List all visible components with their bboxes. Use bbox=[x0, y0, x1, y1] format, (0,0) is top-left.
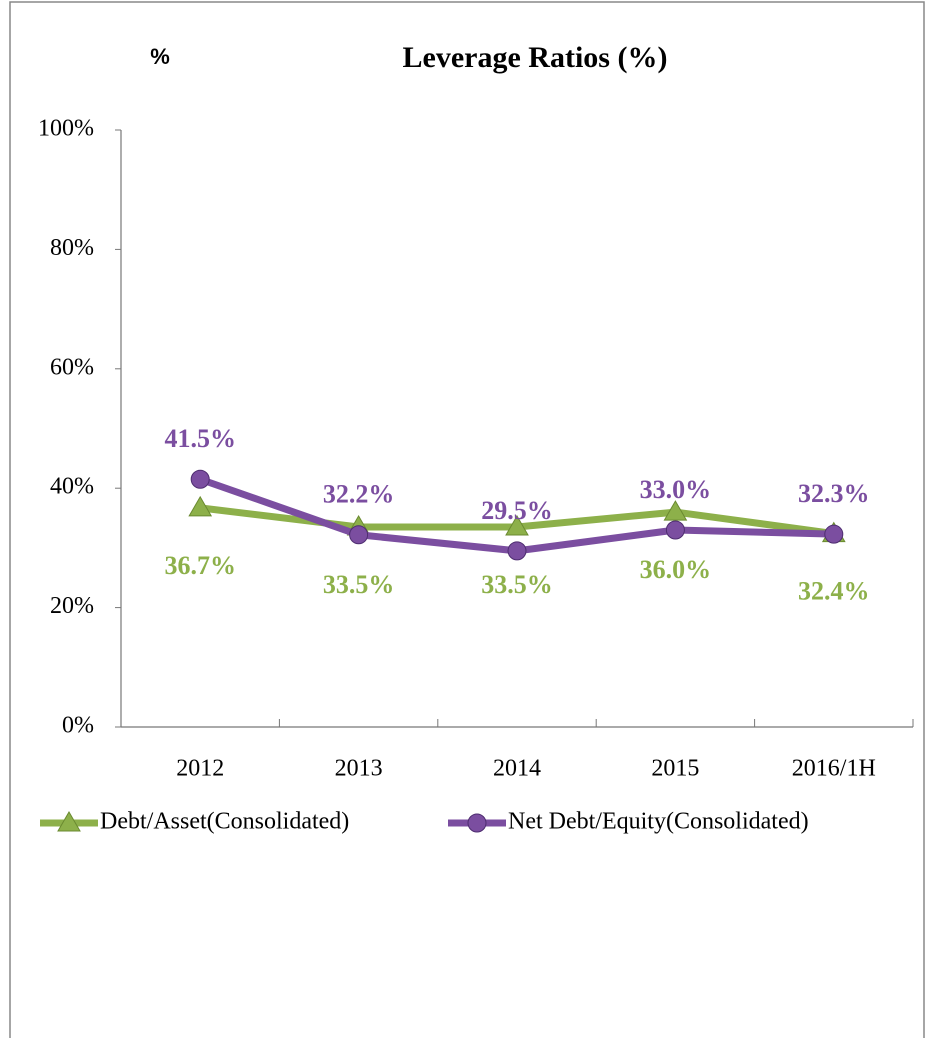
data-label: 41.5% bbox=[164, 424, 236, 453]
y-tick-label: 20% bbox=[50, 593, 94, 619]
data-label: 33.5% bbox=[323, 570, 395, 599]
x-tick-label: 2015 bbox=[651, 756, 699, 782]
y-tick-label: 0% bbox=[62, 713, 94, 739]
data-label: 33.0% bbox=[640, 475, 712, 504]
y-tick-label: 100% bbox=[38, 116, 94, 142]
data-label: 33.5% bbox=[481, 570, 553, 599]
data-label: 32.4% bbox=[798, 577, 870, 606]
data-point bbox=[505, 515, 529, 536]
data-point bbox=[824, 524, 844, 544]
x-tick-label: 2016/1H bbox=[792, 756, 876, 782]
legend-marker bbox=[57, 811, 81, 832]
data-label: 36.7% bbox=[164, 551, 236, 580]
chart-frame bbox=[9, 1, 925, 1038]
x-tick-label: 2013 bbox=[335, 756, 383, 782]
data-label: 32.2% bbox=[323, 480, 395, 509]
data-label: 32.3% bbox=[798, 479, 870, 508]
chart-title: Leverage Ratios (%) bbox=[403, 41, 668, 74]
y-axis-label: % bbox=[150, 44, 170, 69]
x-tick-label: 2012 bbox=[176, 756, 224, 782]
y-tick-label: 40% bbox=[50, 474, 94, 500]
data-label: 36.0% bbox=[640, 555, 712, 584]
y-tick-label: 60% bbox=[50, 354, 94, 380]
data-point bbox=[349, 525, 369, 545]
legend-label: Debt/Asset(Consolidated) bbox=[100, 809, 349, 835]
data-point bbox=[507, 541, 527, 561]
data-point bbox=[188, 495, 213, 517]
y-tick-label: 80% bbox=[50, 235, 94, 261]
data-point bbox=[663, 500, 688, 521]
legend-label: Net Debt/Equity(Consolidated) bbox=[508, 809, 809, 835]
data-point bbox=[665, 520, 685, 540]
legend-marker bbox=[467, 813, 487, 833]
x-tick-label: 2014 bbox=[493, 756, 541, 782]
data-point bbox=[190, 469, 210, 489]
data-label: 29.5% bbox=[481, 496, 553, 525]
